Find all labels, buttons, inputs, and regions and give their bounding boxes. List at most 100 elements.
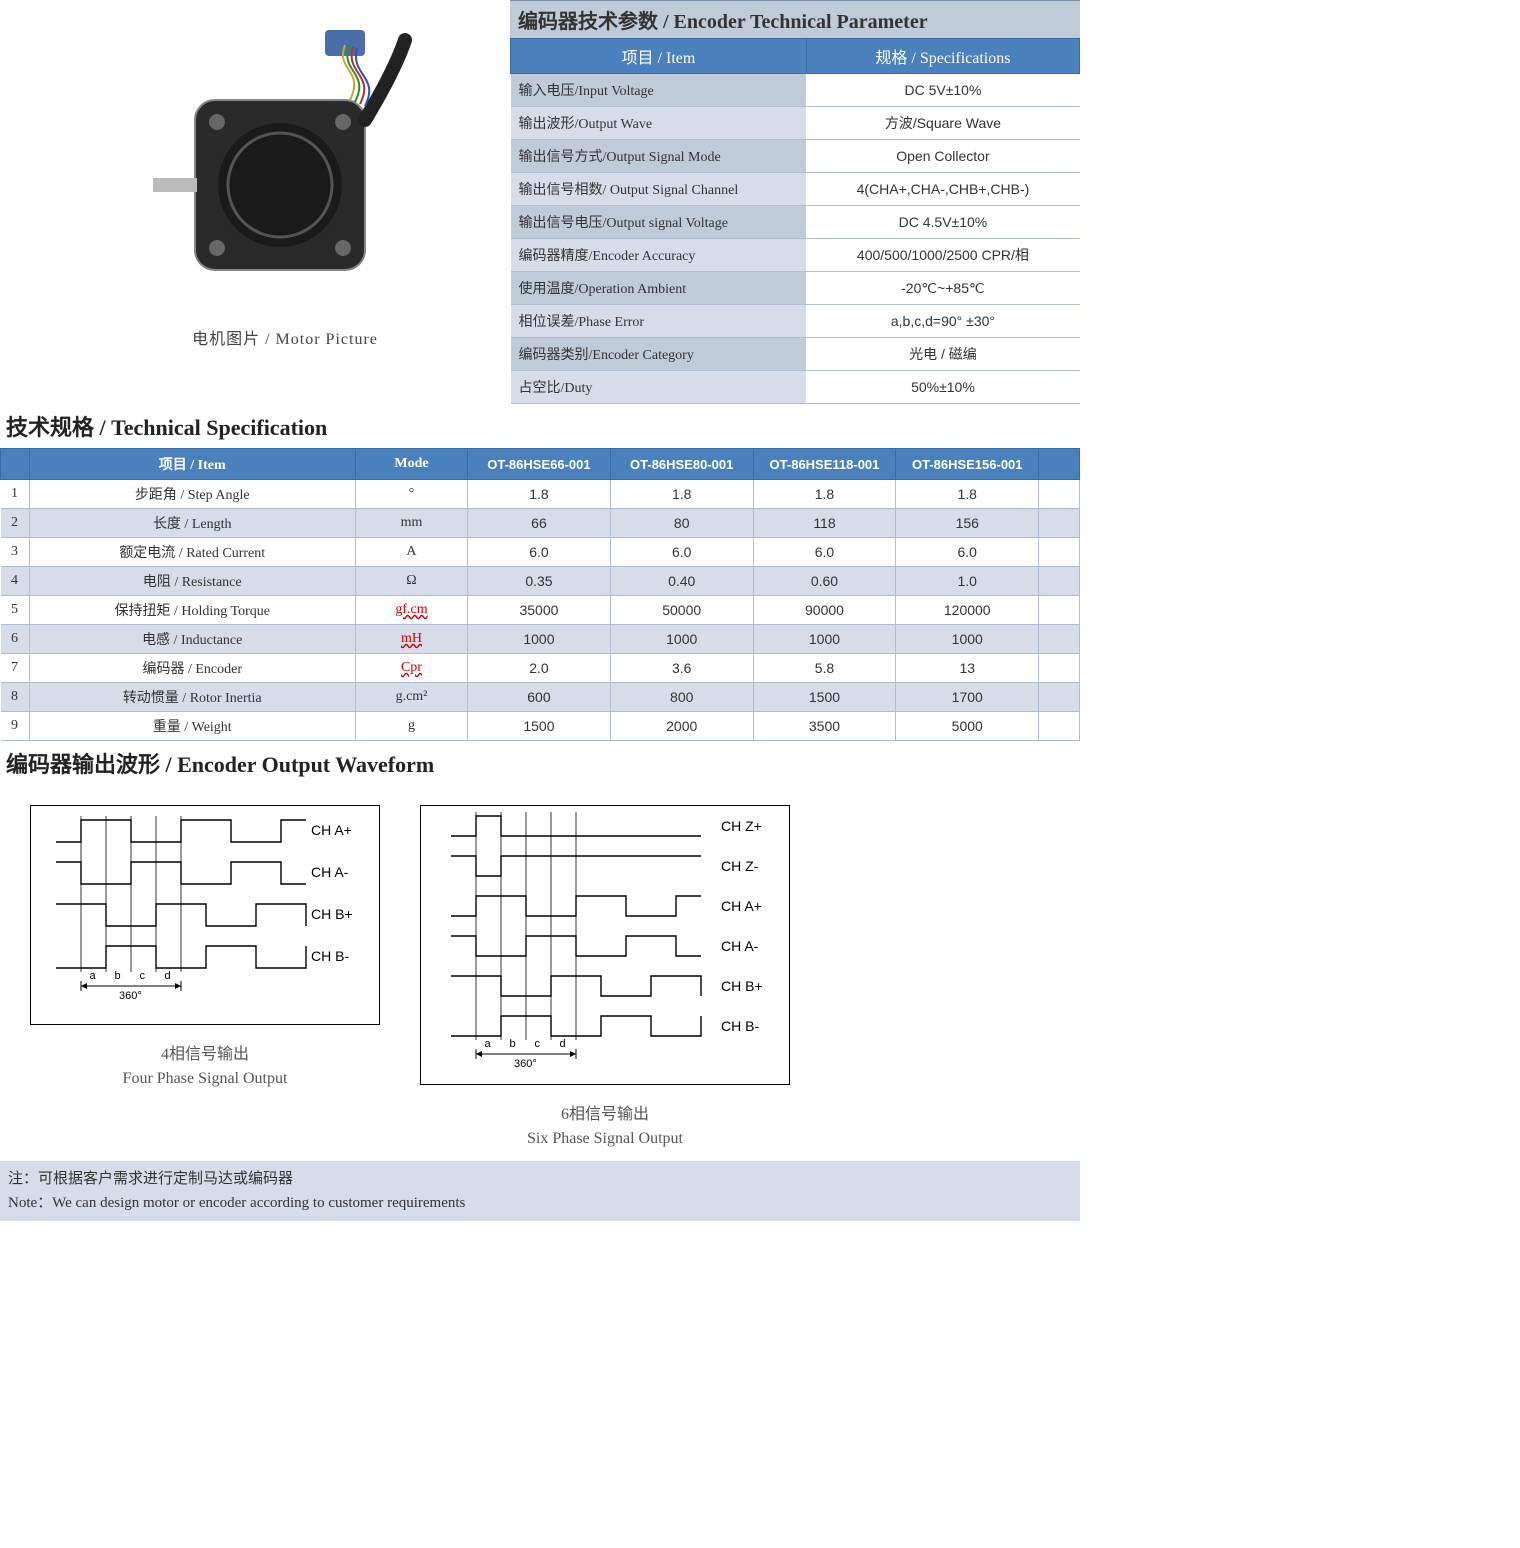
- tick-label: a: [485, 1038, 491, 1050]
- spec-cell: 4: [1, 567, 30, 596]
- spec-cell: 7: [1, 654, 30, 683]
- tick-label: d: [165, 970, 171, 982]
- spec-cell: 6.0: [753, 538, 896, 567]
- spec-cell: 800: [610, 683, 753, 712]
- spec-cell: 3500: [753, 712, 896, 741]
- footnote-zh: 注：可根据客户需求进行定制马达或编码器: [8, 1167, 1072, 1191]
- tick-label: b: [510, 1038, 516, 1050]
- spec-cell: 6.0: [610, 538, 753, 567]
- motor-caption: 电机图片 / Motor Picture: [80, 325, 490, 349]
- spec-cell: 13: [896, 654, 1039, 683]
- six-phase-block: CH Z+CH Z-CH A+CH A-CH B+CH B-abcd360° 6…: [420, 805, 790, 1151]
- spec-cell: 2.0: [468, 654, 611, 683]
- spec-cell: 1000: [610, 625, 753, 654]
- encoder-parameter-section: 编码器技术参数 / Encoder Technical Parameter 项目…: [510, 0, 1080, 404]
- spec-cell: A: [355, 538, 467, 567]
- spec-cell: 保持扭矩 / Holding Torque: [29, 596, 355, 625]
- spec-cell: 5: [1, 596, 30, 625]
- spec-cell: 转动惯量 / Rotor Inertia: [29, 683, 355, 712]
- spec-cell: 156: [896, 509, 1039, 538]
- encoder-spec-cell: DC 4.5V±10%: [806, 206, 1079, 239]
- spec-cell: 90000: [753, 596, 896, 625]
- spec-cell: 0.60: [753, 567, 896, 596]
- spec-cell: 0.35: [468, 567, 611, 596]
- spec-cell: 1000: [753, 625, 896, 654]
- spec-cell: 35000: [468, 596, 611, 625]
- spec-cell: 3.6: [610, 654, 753, 683]
- encoder-item-cell: 输出波形/Output Wave: [511, 107, 807, 140]
- spec-cell: 80: [610, 509, 753, 538]
- four-phase-caption: 4相信号输出 Four Phase Signal Output: [30, 1043, 380, 1091]
- spec-cell: [1039, 596, 1080, 625]
- footnote: 注：可根据客户需求进行定制马达或编码器 Note：We can design m…: [0, 1161, 1080, 1221]
- channel-label: CH Z+: [721, 818, 762, 834]
- motor-picture-column: 电机图片 / Motor Picture: [0, 0, 510, 404]
- spec-cell: mm: [355, 509, 467, 538]
- encoder-spec-cell: 4(CHA+,CHA-,CHB+,CHB-): [806, 173, 1079, 206]
- encoder-spec-cell: 光电 / 磁编: [806, 338, 1079, 371]
- spec-cell: Cpr: [355, 654, 467, 683]
- channel-label: CH A-: [721, 938, 758, 954]
- encoder-spec-cell: -20℃~+85℃: [806, 272, 1079, 305]
- spec-cell: [1039, 538, 1080, 567]
- tick-label: d: [560, 1038, 566, 1050]
- spec-cell: 1.8: [468, 480, 611, 509]
- encoder-item-cell: 占空比/Duty: [511, 371, 807, 404]
- spec-cell: 1.8: [753, 480, 896, 509]
- tick-label: b: [115, 970, 121, 982]
- channel-label: CH B+: [311, 906, 353, 922]
- spec-cell: [1039, 654, 1080, 683]
- spec-cell: [1039, 509, 1080, 538]
- channel-label: CH B+: [721, 978, 763, 994]
- spec-cell: 1.8: [896, 480, 1039, 509]
- encoder-item-cell: 输出信号电压/Output signal Voltage: [511, 206, 807, 239]
- encoder-item-cell: 输出信号相数/ Output Signal Channel: [511, 173, 807, 206]
- period-label: 360°: [514, 1058, 537, 1070]
- encoder-spec-cell: 方波/Square Wave: [806, 107, 1079, 140]
- spec-cell: 长度 / Length: [29, 509, 355, 538]
- encoder-spec-cell: 50%±10%: [806, 371, 1079, 404]
- spec-cell: °: [355, 480, 467, 509]
- spec-cell: 1: [1, 480, 30, 509]
- encoder-item-cell: 编码器类别/Encoder Category: [511, 338, 807, 371]
- spec-cell: 5.8: [753, 654, 896, 683]
- channel-label: CH A-: [311, 864, 348, 880]
- spec-cell: 额定电流 / Rated Current: [29, 538, 355, 567]
- spec-cell: 1700: [896, 683, 1039, 712]
- spec-cell: Ω: [355, 567, 467, 596]
- spec-cell: g: [355, 712, 467, 741]
- six-phase-diagram: CH Z+CH Z-CH A+CH A-CH B+CH B-abcd360°: [420, 805, 790, 1085]
- spec-cell: 118: [753, 509, 896, 538]
- spec-cell: 9: [1, 712, 30, 741]
- encoder-item-cell: 编码器精度/Encoder Accuracy: [511, 239, 807, 272]
- motor-picture: [130, 5, 440, 315]
- spec-cell: [1039, 712, 1080, 741]
- top-row: 电机图片 / Motor Picture 编码器技术参数 / Encoder T…: [0, 0, 1080, 404]
- spec-header: Mode: [355, 449, 467, 480]
- four-phase-caption-zh: 4相信号输出: [161, 1046, 249, 1063]
- encoder-spec-cell: 400/500/1000/2500 CPR/相: [806, 239, 1079, 272]
- spec-cell: 120000: [896, 596, 1039, 625]
- six-phase-caption: 6相信号输出 Six Phase Signal Output: [420, 1103, 790, 1151]
- encoder-item-cell: 使用温度/Operation Ambient: [511, 272, 807, 305]
- waveform-area: CH A+CH A-CH B+CH B-abcd360° 4相信号输出 Four…: [0, 785, 1080, 1161]
- spec-cell: 1000: [468, 625, 611, 654]
- tick-label: a: [90, 970, 96, 982]
- spec-cell: [1039, 480, 1080, 509]
- spec-cell: 1000: [896, 625, 1039, 654]
- channel-label: CH A+: [311, 822, 352, 838]
- spec-cell: 1500: [468, 712, 611, 741]
- spec-cell: 步距角 / Step Angle: [29, 480, 355, 509]
- spec-cell: 50000: [610, 596, 753, 625]
- spec-cell: 电感 / Inductance: [29, 625, 355, 654]
- spec-cell: 1.8: [610, 480, 753, 509]
- spec-cell: mH: [355, 625, 467, 654]
- spec-header: 项目 / Item: [29, 449, 355, 480]
- spec-cell: 6: [1, 625, 30, 654]
- spec-cell: 2: [1, 509, 30, 538]
- spec-cell: 1.0: [896, 567, 1039, 596]
- encoder-spec-cell: a,b,c,d=90° ±30°: [806, 305, 1079, 338]
- motor-icon: [135, 10, 435, 310]
- spec-cell: 6.0: [468, 538, 611, 567]
- encoder-item-cell: 输入电压/Input Voltage: [511, 74, 807, 107]
